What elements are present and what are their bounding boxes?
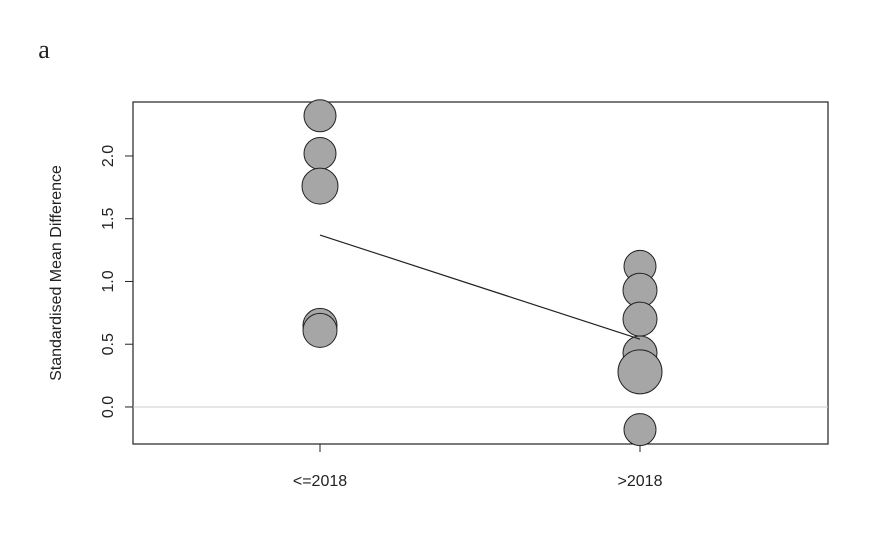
y-tick-label: 0.5 (100, 333, 117, 355)
bubble (302, 312, 338, 348)
fit-line (319, 234, 641, 340)
plot-frame (132, 101, 829, 445)
y-tick-label: 1.5 (100, 208, 117, 230)
bubble (303, 136, 337, 170)
y-tick-label: 0.0 (100, 396, 117, 418)
y-tick-label: 1.0 (100, 270, 117, 292)
x-tick-label: >2018 (618, 473, 663, 490)
bubble (617, 349, 663, 395)
x-tick-label: <=2018 (293, 473, 347, 490)
bubble (301, 167, 339, 205)
bubble (623, 413, 657, 447)
panel-label: a (38, 35, 50, 64)
bubble (622, 301, 658, 337)
y-axis-label: Standardised Mean Difference (48, 165, 65, 381)
bubble (303, 99, 337, 133)
y-tick-label: 2.0 (100, 145, 117, 167)
